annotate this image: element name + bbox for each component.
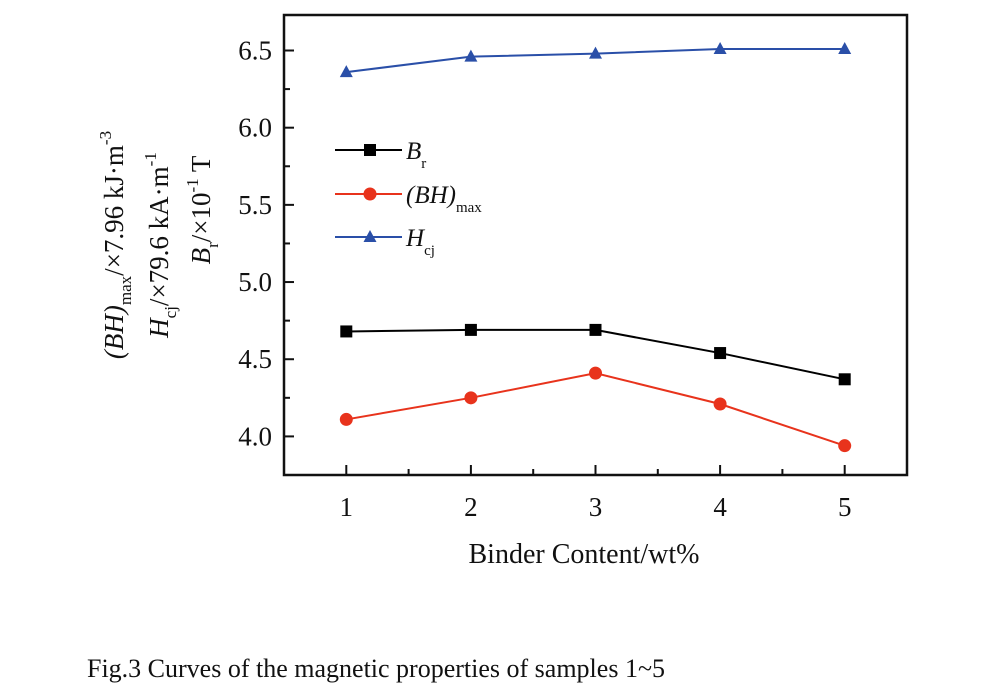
legend-marker — [364, 144, 376, 156]
data-point — [714, 347, 727, 360]
x-tick-label: 4 — [713, 492, 727, 522]
x-tick-label: 2 — [464, 492, 478, 522]
legend-marker — [363, 230, 377, 242]
y-label-line-2: Hcj/×79.6 kA·m-1 — [141, 152, 180, 339]
data-point — [838, 41, 852, 54]
y-tick-label: 6.5 — [238, 36, 272, 66]
x-tick-label: 3 — [589, 492, 603, 522]
series-0 — [340, 323, 851, 386]
legend-item: Hcj — [335, 225, 435, 259]
data-point — [589, 323, 602, 336]
data-point — [339, 412, 353, 426]
x-axis-label: Binder Content/wt% — [469, 539, 700, 570]
y-tick-label: 6.0 — [238, 113, 272, 143]
legend-item: (BH)max — [335, 182, 482, 216]
series-line — [346, 372, 846, 447]
data-point — [464, 49, 478, 62]
series-2 — [339, 41, 852, 78]
series-1 — [339, 366, 852, 453]
data-point — [589, 46, 602, 59]
y-tick-label: 4.5 — [238, 344, 272, 374]
legend-marker — [363, 187, 377, 201]
y-axis-label: (BH)max/×7.96 kJ·m-3 Hcj/×79.6 kA·m-1 Br… — [96, 131, 222, 359]
legend-label: Br — [406, 138, 426, 172]
data-point — [713, 41, 727, 54]
y-tick-label: 5.0 — [238, 267, 272, 297]
data-point — [339, 65, 353, 78]
data-point — [464, 391, 478, 405]
data-point — [713, 397, 727, 411]
y-tick-label: 5.5 — [238, 190, 272, 220]
data-point — [838, 439, 852, 453]
data-point — [838, 373, 851, 386]
y-label-line-1: (BH)max/×7.96 kJ·m-3 — [96, 131, 135, 359]
figure-caption: Fig.3 Curves of the magnetic properties … — [87, 654, 665, 683]
x-tick-label: 5 — [838, 492, 852, 522]
y-label-line-3: Br/×10-1 T — [183, 155, 222, 264]
legend-label: Hcj — [405, 225, 435, 259]
x-tick-label: 1 — [340, 492, 354, 522]
data-point — [589, 366, 602, 380]
legend-item: Br — [335, 138, 426, 172]
data-point — [340, 325, 353, 338]
legend-label: (BH)max — [406, 182, 482, 216]
plot-frame — [282, 13, 909, 477]
y-tick-label: 4.0 — [238, 421, 272, 451]
data-point — [464, 323, 477, 336]
